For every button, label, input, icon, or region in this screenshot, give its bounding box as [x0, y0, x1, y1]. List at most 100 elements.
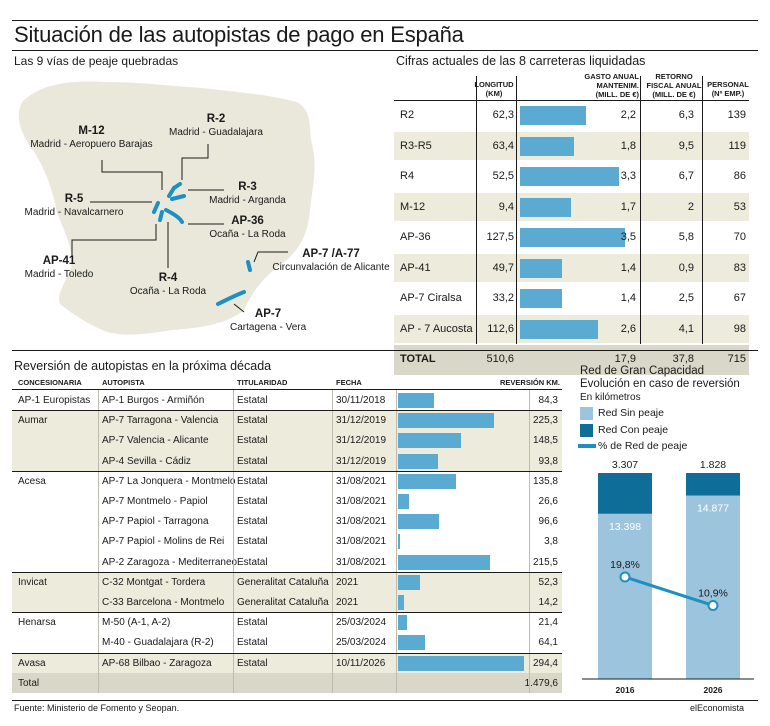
t2-km-bar — [398, 393, 434, 408]
t2-autopista: AP-7 Montmelo - Papiol — [102, 496, 208, 507]
t1-gasto: 1,4 — [620, 292, 636, 304]
t2-km-bar — [398, 433, 462, 449]
map-label-ap7: AP-7 Cartagena - Vera — [230, 308, 307, 333]
t2-titularidad: Estatal — [237, 435, 268, 447]
t1-name: AP-41 — [400, 261, 431, 274]
bar-con-peaje-2026 — [686, 473, 740, 496]
t2-km-bar — [398, 413, 495, 429]
t2-concesionaria: AP-1 Europistas — [18, 395, 91, 406]
t1-total-longitud: 510,6 — [486, 353, 514, 365]
t1-vline-4 — [702, 76, 703, 344]
bar-con-peaje-2016 — [598, 473, 652, 514]
legend-label-sin-peaje: Red Sin peaje — [598, 407, 664, 419]
map-label-r4: R-4 Ocaña - La Roda — [129, 272, 207, 297]
t1-longitud: 112,6 — [487, 322, 514, 335]
t1-personal: 67 — [733, 292, 746, 304]
t1-retorno: 9,5 — [678, 139, 694, 152]
t1-gasto: 1,7 — [620, 200, 636, 213]
t1-retorno: 6,7 — [678, 170, 694, 182]
t2-row: AP-2 Zaragoza - Mediterraneo Estatal 31/08… — [12, 552, 562, 573]
t2-total-km: 1.479,6 — [524, 677, 558, 689]
t1-row: R3-R5 63,4 1,8 9,5 119 — [394, 131, 749, 160]
table1-title: Cifras actuales de las 8 carreteras liqu… — [396, 54, 646, 68]
t1-gasto-bar — [520, 228, 625, 247]
pct-label-2026: 10,9% — [698, 587, 728, 599]
title-rule — [12, 50, 758, 51]
t2-km-bar — [398, 595, 405, 610]
t2-km: 26,6 — [538, 496, 558, 507]
t2-fecha: 25/03/2024 — [336, 617, 387, 629]
t2-km: 215,5 — [532, 556, 558, 568]
t2-group-rule — [12, 571, 562, 573]
bar-sin-peaje-2016 — [598, 513, 652, 679]
t2-autopista: C-33 Barcelona - Montmelo — [102, 597, 225, 608]
credit: elEconomista — [690, 703, 745, 713]
t1-vline-2 — [516, 76, 517, 344]
leader-ap7-alicante — [253, 251, 288, 263]
t2-km: 225,3 — [532, 415, 558, 427]
t2-vline — [332, 390, 333, 693]
t2-concesionaria: Aumar — [18, 415, 48, 427]
t2-row: M-40 - Guadalajara (R-2) Estatal 25/03/202… — [12, 632, 562, 653]
t1-row: R2 62,3 2,2 6,3 139 — [394, 101, 749, 129]
t1-longitud: 62,3 — [492, 109, 514, 121]
t2-km: 21,4 — [538, 617, 558, 629]
t2-fecha: 31/12/2019 — [336, 455, 387, 467]
legend-swatch-sin-peaje — [580, 407, 593, 420]
t2-km-bar — [398, 494, 410, 509]
t2-row: C-33 Barcelona - Montmelo Generalitat Cat… — [12, 592, 562, 613]
t2-titularidad: Estatal — [237, 475, 268, 487]
t2-group-rule — [12, 410, 562, 412]
t2-head-fecha: FECHA — [336, 378, 362, 387]
spain-map — [18, 81, 315, 335]
t2-km: 96,6 — [538, 516, 558, 528]
t1-gasto-bar — [520, 136, 574, 156]
pct-label-2016: 19,8% — [610, 559, 640, 571]
t1-head-longitud: LONGITUD (KM) — [474, 80, 514, 98]
label-con-peaje-2026: 1.828 — [700, 459, 726, 471]
t2-fecha: 31/12/2019 — [336, 415, 387, 427]
t1-head-gasto: GASTO ANUAL MANTENIM. (MILL. DE €) — [584, 72, 639, 99]
t2-km: 148,5 — [532, 435, 558, 447]
legend-label-pct: % de Red de peaje — [598, 440, 688, 452]
t2-autopista: AP-7 La Jonquera - Montmelo — [102, 475, 236, 487]
t2-km: 84,3 — [538, 395, 558, 406]
road-ap7-cartagena — [216, 290, 246, 306]
t1-name: AP - 7 Aucosta — [400, 322, 473, 335]
t2-fecha: 31/08/2021 — [336, 516, 387, 528]
t2-km: 3,8 — [544, 536, 558, 548]
t2-vline — [529, 390, 530, 693]
t2-vline — [98, 390, 99, 693]
pct-line — [624, 575, 714, 607]
t2-fecha: 2021 — [336, 597, 359, 608]
t1-longitud: 63,4 — [492, 139, 514, 152]
t1-personal: 70 — [733, 231, 746, 243]
t1-total-name: TOTAL — [400, 353, 436, 365]
t1-longitud: 33,2 — [492, 292, 514, 304]
t2-row: AP-7 Valencia - Alicante Estatal 31/12/201… — [12, 430, 562, 451]
chart-units: En kilómetros — [580, 392, 641, 403]
t1-gasto: 3,5 — [620, 231, 636, 243]
t1-personal: 86 — [733, 170, 746, 182]
t2-row: AP-1 Europistas AP-1 Burgos - Armiñón Esta… — [12, 390, 562, 411]
top-rule — [12, 20, 758, 21]
map-portugal-edge — [31, 149, 72, 271]
t2-km-bar — [398, 655, 524, 671]
t1-gasto-bar — [520, 319, 598, 339]
t1-row: AP - 7 Aucosta 112,6 2,6 4,1 98 — [394, 314, 749, 343]
t1-gasto: 2,6 — [620, 322, 636, 335]
pct-point-2026 — [707, 599, 719, 611]
leader-ap7-cartagena — [233, 303, 245, 313]
label-sin-peaje-2026: 14.877 — [697, 503, 729, 515]
t1-retorno: 2 — [687, 200, 694, 213]
t2-autopista: C-32 Montgat - Tordera — [102, 576, 206, 588]
t2-row: AP-4 Sevilla - Cádiz Estatal 31/12/2019 93,… — [12, 450, 562, 472]
map-subtitle: Las 9 vías de peaje quebradas — [14, 54, 179, 68]
t2-km: 93,8 — [538, 455, 558, 467]
t2-titularidad: Estatal — [237, 657, 268, 669]
t1-row: R4 52,5 3,3 6,7 86 — [394, 162, 749, 190]
road-m12 — [167, 186, 176, 198]
t1-name: R4 — [400, 170, 415, 182]
t2-fecha: 2021 — [336, 576, 359, 588]
label-sin-peaje-2016: 13.398 — [609, 521, 641, 533]
